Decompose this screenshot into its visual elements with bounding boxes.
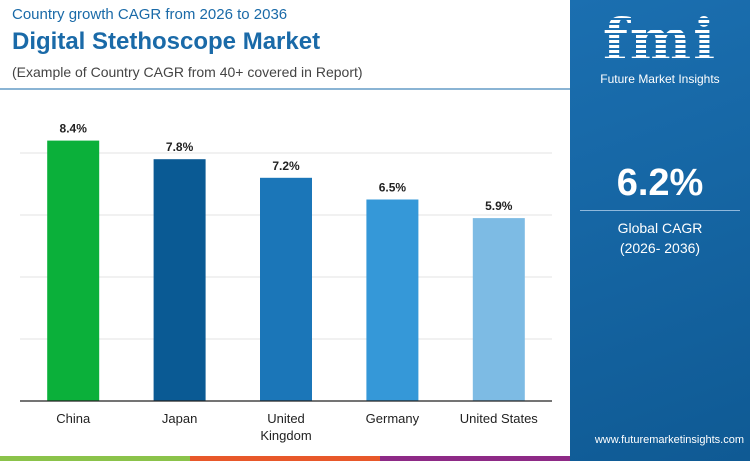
page-title: Digital Stethoscope Market <box>12 28 321 55</box>
bar <box>472 218 525 401</box>
bar-chart: 8.4% China 7.8% Japan 7.2% United Kingdom 6.5% G… <box>20 122 552 443</box>
subtitle: Country growth CAGR from 2026 to 2036 <box>12 6 288 23</box>
category-label: Kingdom <box>260 428 311 443</box>
category-label: Germany <box>366 411 420 426</box>
data-label: 6.5% <box>379 181 407 195</box>
divider <box>580 210 740 211</box>
category-label: Japan <box>162 411 197 426</box>
bar <box>47 140 100 401</box>
data-label: 5.9% <box>485 199 513 213</box>
bar <box>366 199 419 401</box>
global-cagr-value: 6.2% <box>616 162 704 204</box>
note: (Example of Country CAGR from 40+ covere… <box>12 64 363 80</box>
fmi-logo: fmi Future Market Insights <box>570 10 750 86</box>
bar <box>260 177 312 401</box>
data-label: 7.2% <box>272 159 300 173</box>
divider <box>0 88 570 90</box>
bottom-bar-orange <box>190 456 380 461</box>
category-label: United <box>267 411 305 426</box>
bottom-bar-green <box>0 456 190 461</box>
bar <box>153 159 206 401</box>
website-url[interactable]: www.futuremarketinsights.com <box>594 434 744 446</box>
data-label: 7.8% <box>166 140 194 154</box>
sidebar: fmi Future Market Insights 6.2% Global CA… <box>570 0 750 461</box>
category-label: United States <box>460 411 539 426</box>
bottom-bar-purple <box>380 456 570 461</box>
data-label: 8.4% <box>60 122 88 136</box>
category-label: China <box>56 411 91 426</box>
global-cagr-label: Global CAGR (2026- 2036) <box>617 220 703 256</box>
